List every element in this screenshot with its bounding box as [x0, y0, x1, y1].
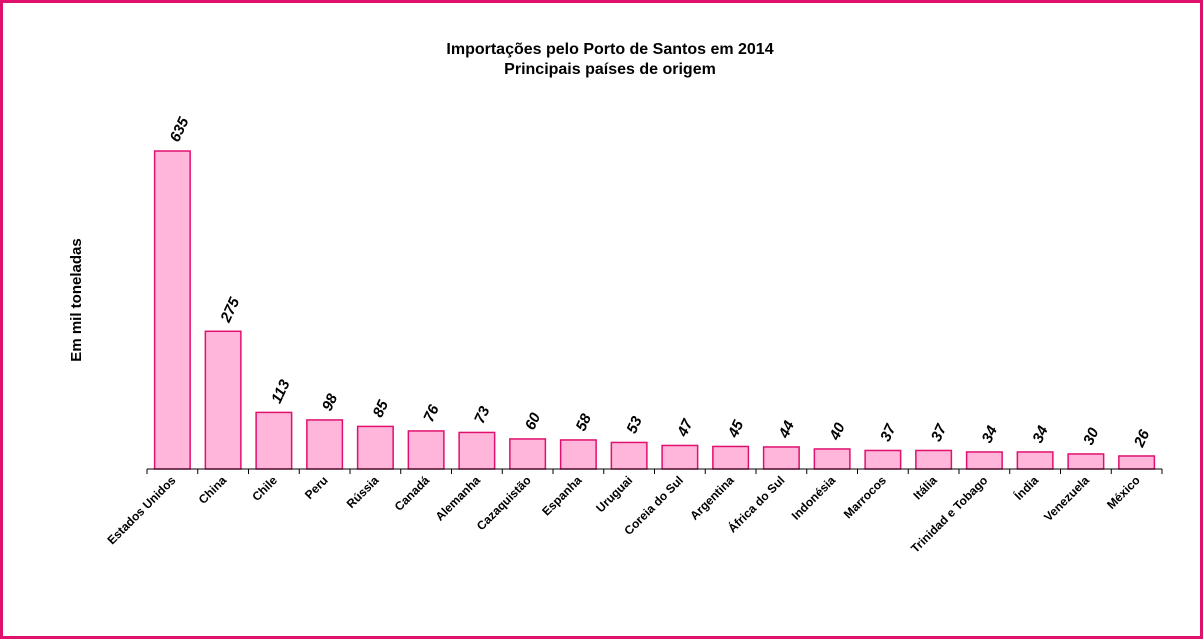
data-label: 34 [1029, 423, 1052, 446]
data-label: 37 [877, 421, 900, 444]
bar [1016, 451, 1054, 470]
chart-title: Importações pelo Porto de Santos em 2014 [446, 41, 773, 58]
data-label: 44 [775, 418, 798, 442]
data-label: 40 [826, 420, 849, 444]
y-axis-label: Em mil toneladas [68, 238, 85, 361]
bar [1118, 455, 1156, 470]
data-label: 34 [979, 423, 1002, 446]
bar [610, 441, 648, 470]
bar [407, 430, 445, 470]
bar [153, 150, 191, 470]
data-label: 76 [420, 402, 443, 425]
data-label: 53 [623, 413, 646, 436]
data-label: 85 [370, 397, 393, 420]
bar [965, 451, 1003, 470]
bar [712, 445, 750, 470]
data-label: 73 [471, 403, 494, 426]
bar [306, 419, 344, 470]
bar [458, 431, 496, 470]
bar [509, 438, 547, 470]
data-label: 45 [724, 417, 747, 441]
bar [762, 446, 800, 470]
bar [915, 449, 953, 470]
bar [356, 425, 394, 470]
bar [255, 411, 293, 470]
data-label: 47 [674, 416, 697, 440]
data-label: 98 [319, 391, 342, 414]
bar [813, 448, 851, 470]
bar [864, 449, 902, 470]
bar [559, 439, 597, 470]
chart-subtitle: Principais países de origem [504, 61, 716, 78]
bar [204, 330, 242, 470]
data-label: 58 [573, 411, 596, 434]
bar [1067, 453, 1105, 470]
data-label: 37 [928, 421, 951, 444]
data-label: 60 [522, 410, 545, 433]
data-label: 30 [1080, 425, 1103, 448]
bar [661, 444, 699, 470]
data-label: 26 [1130, 427, 1153, 451]
